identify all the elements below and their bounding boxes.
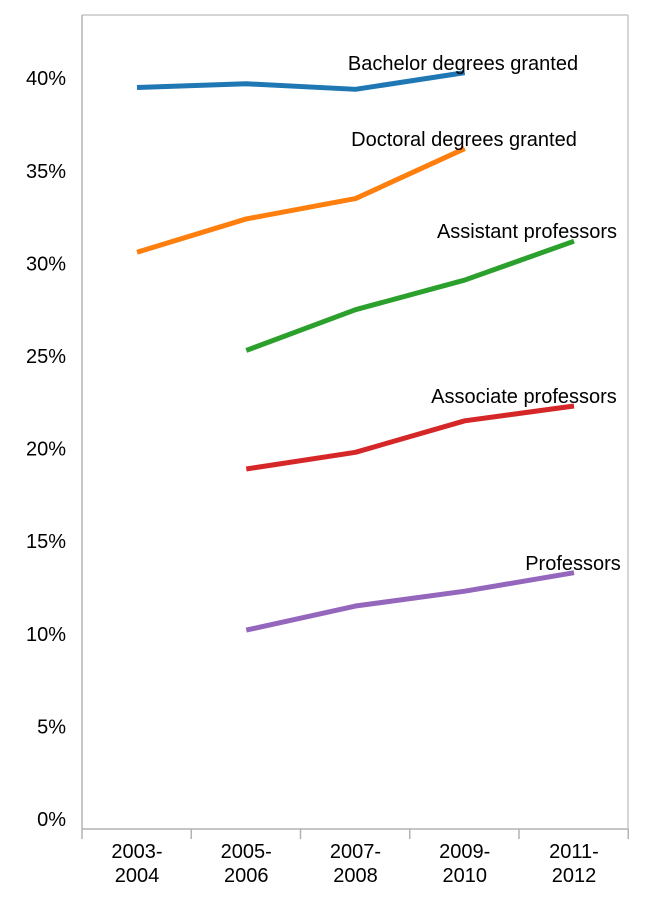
series-label-bachelor-degrees-granted: Bachelor degrees granted (348, 53, 578, 75)
series-label-assistant-professors: Assistant professors (437, 221, 617, 243)
series-line-bachelor-degrees-granted (136, 70, 466, 92)
series-label-associate-professors: Associate professors (431, 386, 617, 408)
x-tick-label: 2003-2004 (111, 841, 162, 887)
y-tick-label: 40% (26, 68, 66, 90)
y-tick-label: 35% (26, 161, 66, 183)
y-tick-label: 30% (26, 253, 66, 275)
x-tick-label: 2009-2010 (439, 841, 490, 887)
y-tick-label: 25% (26, 346, 66, 368)
series-line-professors (245, 570, 575, 633)
x-tick-label: 2007-2008 (330, 841, 381, 887)
series-lines (136, 70, 575, 633)
x-tick-label: 2005-2006 (221, 841, 272, 887)
series-label-professors: Professors (525, 553, 621, 575)
chart-labels: 0% 5% 10% 15% 20% 25% 30% 35% 40% 2003-2004 2005-2… (26, 53, 621, 887)
y-tick-label: 20% (26, 439, 66, 461)
axis-ticks (81, 829, 629, 839)
y-tick-label: 0% (37, 809, 66, 831)
series-line-assistant-professors (245, 238, 575, 353)
y-tick-label: 15% (26, 531, 66, 553)
x-tick-label: 2011-2012 (549, 841, 599, 887)
series-line-doctoral-degrees-granted (136, 146, 466, 255)
y-tick-label: 10% (26, 624, 66, 646)
series-label-doctoral-degrees-granted: Doctoral degrees granted (351, 129, 577, 151)
series-line-associate-professors (245, 403, 575, 472)
y-tick-label: 5% (37, 716, 66, 738)
